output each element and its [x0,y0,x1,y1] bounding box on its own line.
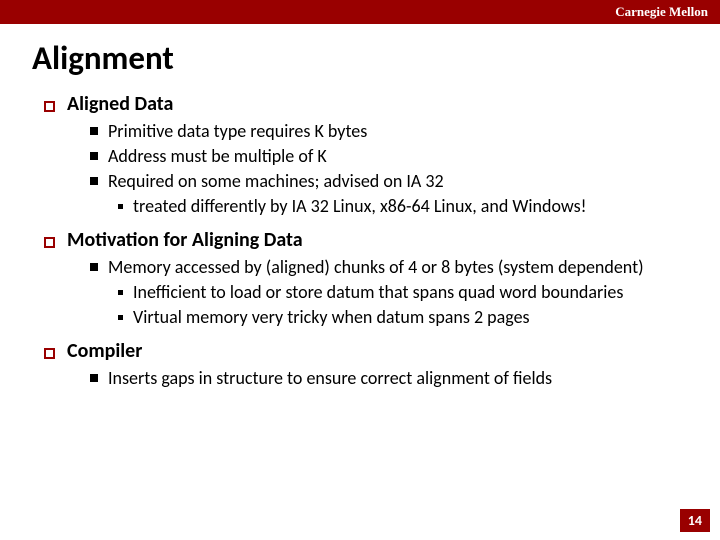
square-bullet-icon [90,177,98,185]
page-number: 14 [680,509,710,532]
list-item: Memory accessed by (aligned) chunks of 4… [90,256,700,279]
square-bullet-icon [90,374,98,382]
hollow-bullet-icon [44,101,55,112]
nested-list-item: Virtual memory very tricky when datum sp… [118,306,700,329]
section-motivation: Motivation for Aligning Data Memory acce… [44,228,700,329]
list-item-text: Memory accessed by (aligned) chunks of 4… [108,256,644,279]
hollow-bullet-icon [44,348,55,359]
section-heading: Compiler [67,339,142,363]
tiny-bullet-icon [118,315,123,320]
section-heading: Motivation for Aligning Data [67,228,303,252]
list-item-text: Required on some machines; advised on IA… [108,170,444,193]
nested-list-item: treated differently by IA 32 Linux, x86-… [118,195,700,218]
list-item: Primitive data type requires K bytes [90,120,700,143]
tiny-bullet-icon [118,290,123,295]
nested-list-item: Inefficient to load or store datum that … [118,281,700,304]
nested-list-item-text: Inefficient to load or store datum that … [133,281,623,304]
list-item-text: Primitive data type requires K bytes [108,120,367,143]
top-bar: Carnegie Mellon [0,0,720,24]
list-item: Address must be multiple of K [90,145,700,168]
tiny-bullet-icon [118,204,123,209]
square-bullet-icon [90,127,98,135]
nested-list-item-text: treated differently by IA 32 Linux, x86-… [133,195,586,218]
list-item: Required on some machines; advised on IA… [90,170,700,193]
hollow-bullet-icon [44,237,55,248]
list-item: Inserts gaps in structure to ensure corr… [90,367,700,390]
list-item-text: Address must be multiple of K [108,145,327,168]
slide-content: Aligned Data Primitive data type require… [0,92,720,390]
section-compiler: Compiler Inserts gaps in structure to en… [44,339,700,390]
section-heading: Aligned Data [67,92,173,116]
list-item-text: Inserts gaps in structure to ensure corr… [108,367,552,390]
nested-list-item-text: Virtual memory very tricky when datum sp… [133,306,530,329]
square-bullet-icon [90,152,98,160]
square-bullet-icon [90,263,98,271]
section-aligned-data: Aligned Data Primitive data type require… [44,92,700,218]
university-label: Carnegie Mellon [615,4,708,20]
slide-title: Alignment [32,38,720,78]
